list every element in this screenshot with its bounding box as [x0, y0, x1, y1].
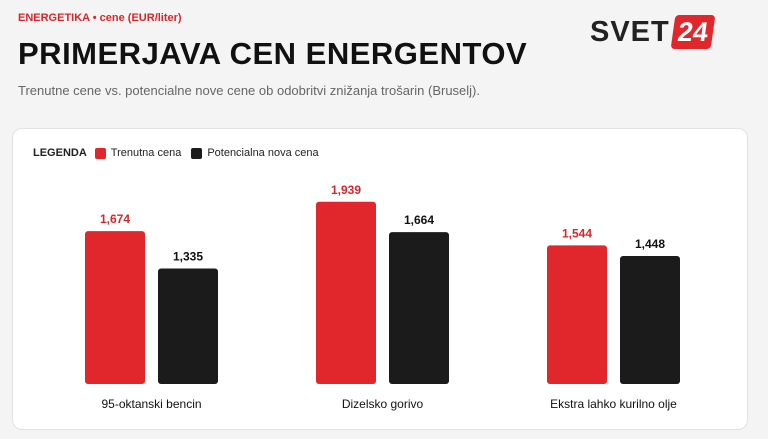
- legend-label-current: Trenutna cena: [110, 147, 182, 159]
- legend-item-current: Trenutna cena: [94, 147, 182, 159]
- category-label-1: Dizelsko gorivo: [342, 397, 424, 411]
- data-label-current-1: 1,939: [331, 183, 361, 197]
- chart-card: LEGENDA Trenutna cena Potencialna nova c…: [12, 128, 748, 430]
- data-label-new-2: 1,448: [635, 237, 665, 251]
- page-title: PRIMERJAVA CEN ENERGENTOV: [18, 36, 528, 71]
- legend: LEGENDA Trenutna cena Potencialna nova c…: [33, 147, 329, 159]
- bar-new-2: [620, 256, 680, 384]
- bar-new-1: [389, 232, 449, 384]
- chart-kicker: ENERGETIKA • cene (EUR/liter): [18, 12, 182, 24]
- svet24-logo: SVET 24: [590, 15, 716, 49]
- bar-current-0: [85, 231, 145, 384]
- page-subtitle: Trenutne cene vs. potencialne nove cene …: [18, 83, 480, 98]
- data-label-current-0: 1,674: [100, 212, 130, 226]
- legend-swatch-new: [191, 147, 203, 159]
- bar-new-0: [158, 268, 218, 384]
- data-label-current-2: 1,544: [562, 226, 592, 240]
- legend-item-new: Potencialna nova cena: [191, 147, 319, 159]
- legend-swatch-current: [94, 147, 106, 159]
- bar-current-2: [547, 245, 607, 384]
- data-label-new-1: 1,664: [404, 213, 434, 227]
- bar-current-1: [316, 201, 376, 384]
- category-label-0: 95-oktanski bencin: [101, 397, 201, 411]
- bar-chart: 1,674 1,335 95-oktanski bencin 1,939 1,664 Di…: [85, 183, 680, 411]
- legend-label-new: Potencialna nova cena: [207, 147, 319, 159]
- logo-text: SVET: [590, 15, 670, 48]
- logo-number: 24: [670, 15, 716, 49]
- legend-title: LEGENDA: [33, 147, 87, 159]
- data-label-new-0: 1,335: [173, 250, 203, 264]
- category-label-2: Ekstra lahko kurilno olje: [550, 397, 677, 411]
